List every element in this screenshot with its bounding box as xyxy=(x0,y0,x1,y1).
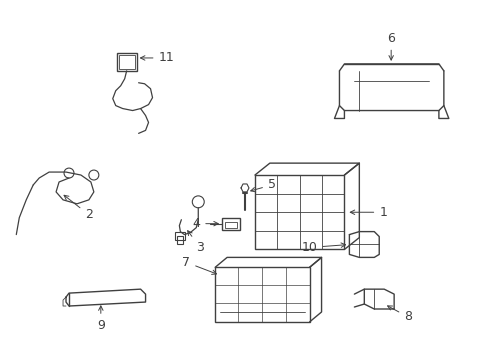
Bar xyxy=(224,222,237,228)
Bar xyxy=(254,175,344,249)
Bar xyxy=(117,53,136,71)
Text: 8: 8 xyxy=(387,306,411,323)
Bar xyxy=(222,218,240,230)
Text: 5: 5 xyxy=(250,179,275,192)
Bar xyxy=(175,231,185,239)
Text: 3: 3 xyxy=(187,231,204,254)
Text: 7: 7 xyxy=(182,256,216,274)
Text: 6: 6 xyxy=(386,32,394,60)
Text: 10: 10 xyxy=(301,241,345,254)
Bar xyxy=(119,55,134,69)
Text: 9: 9 xyxy=(97,306,104,332)
Bar xyxy=(177,235,183,243)
Text: 2: 2 xyxy=(64,195,93,221)
Text: 4: 4 xyxy=(192,217,218,230)
Text: 1: 1 xyxy=(349,206,386,219)
Text: 11: 11 xyxy=(140,51,174,64)
Bar xyxy=(215,267,309,322)
